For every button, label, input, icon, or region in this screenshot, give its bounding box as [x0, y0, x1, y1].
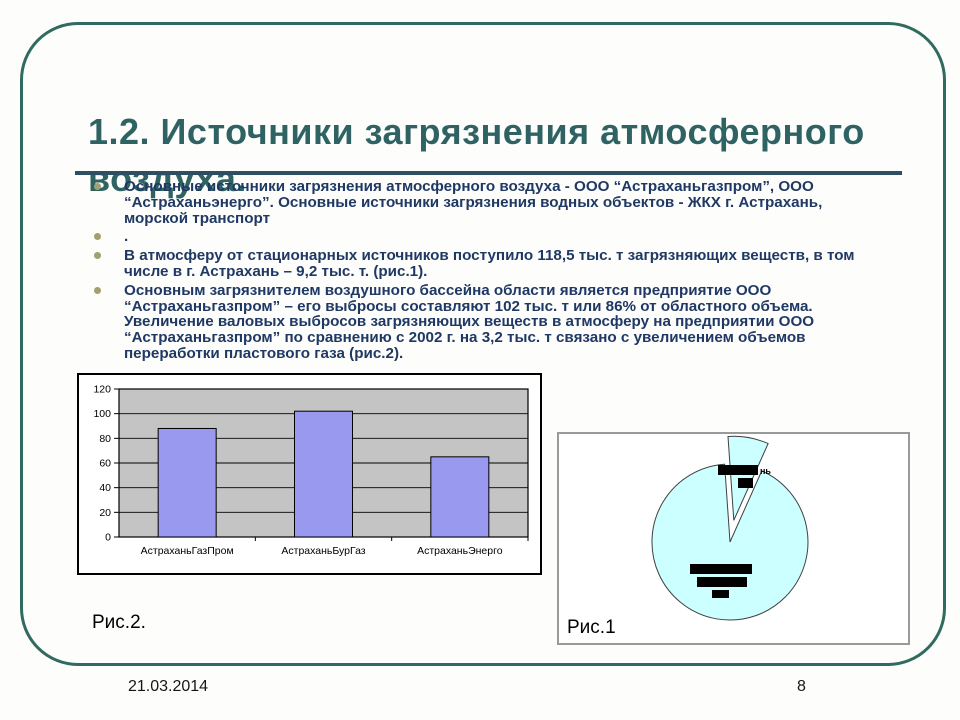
- bullet-text: .: [124, 228, 129, 246]
- pie-label-redacted: [738, 478, 753, 488]
- pie-label-redacted: [718, 465, 758, 475]
- bullet-text: В атмосферу от стационарных источников п…: [124, 247, 855, 280]
- pie-labels-redacted: нь: [690, 465, 771, 598]
- pie-label-redacted: [690, 564, 752, 574]
- svg-text:0: 0: [105, 532, 111, 544]
- bullet-list: Основные источники загрязнения атмосферн…: [88, 179, 884, 365]
- page-title: 1.2. Источники загрязнения атмосферного …: [88, 111, 865, 200]
- pie-chart-figure: нь Рис.1: [557, 432, 910, 645]
- bullet-item: Основным загрязнителем воздушного бассей…: [88, 281, 884, 362]
- page-number: 8: [797, 678, 806, 695]
- pie-chart-svg: нь: [651, 435, 809, 621]
- pie-slices: [651, 435, 809, 621]
- bar-chart-figure: 0 20 40 60 80 100 120 АстраханьГазПром Астрахань…: [77, 373, 542, 575]
- bullet-item: Основные источники загрязнения атмосферн…: [88, 179, 884, 226]
- svg-text:40: 40: [99, 482, 111, 494]
- date-stamp: 21.03.2014: [128, 678, 209, 695]
- bullet-item: .: [88, 229, 884, 245]
- bullet-text: Основные источники загрязнения атмосферн…: [124, 178, 823, 227]
- pie-label-redacted: [697, 577, 747, 587]
- svg-text:АстраханьБурГаз: АстраханьБурГаз: [281, 545, 365, 557]
- svg-text:60: 60: [99, 458, 111, 470]
- svg-text:20: 20: [99, 507, 111, 519]
- slide-frame: [20, 22, 946, 666]
- svg-text:120: 120: [93, 384, 111, 396]
- svg-text:100: 100: [93, 408, 111, 420]
- figure2-caption: Рис.2.: [92, 612, 146, 633]
- title-underline: [75, 171, 902, 175]
- svg-text:80: 80: [99, 433, 111, 445]
- pie-label-fragment: нь: [760, 466, 771, 476]
- bullet-text: Основным загрязнителем воздушного бассей…: [124, 281, 815, 362]
- figure1-caption: Рис.1: [567, 617, 616, 638]
- pie-label-redacted: [712, 590, 729, 598]
- svg-text:АстраханьЭнерго: АстраханьЭнерго: [417, 545, 503, 557]
- pie-slice-main: [651, 463, 809, 621]
- bullet-item: В атмосферу от стационарных источников п…: [88, 248, 884, 280]
- svg-text:АстраханьГазПром: АстраханьГазПром: [141, 545, 234, 557]
- bar-chart-svg: 0 20 40 60 80 100 120 АстраханьГазПром Астрахань…: [93, 384, 529, 557]
